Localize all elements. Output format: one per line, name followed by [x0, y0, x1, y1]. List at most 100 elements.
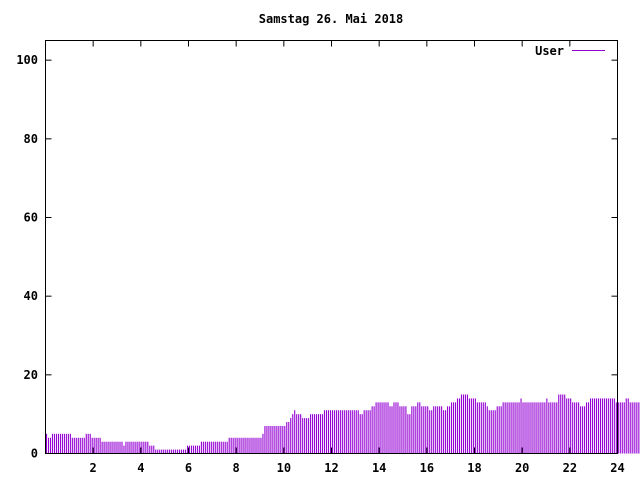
bar: [149, 445, 151, 454]
bar: [141, 441, 143, 454]
bar: [631, 402, 633, 454]
bar: [127, 441, 129, 454]
bar: [540, 402, 542, 454]
bar: [580, 406, 582, 454]
bar: [454, 402, 457, 454]
bar: [490, 410, 492, 454]
y-tick-label: 60: [24, 211, 38, 225]
bar: [113, 441, 115, 454]
bar: [522, 402, 524, 454]
bar: [516, 402, 518, 454]
bar: [462, 394, 465, 454]
bar: [222, 441, 224, 454]
bar: [135, 441, 137, 454]
bar: [514, 402, 516, 454]
bar: [300, 414, 302, 454]
bar: [335, 410, 337, 454]
bar: [218, 441, 220, 454]
bar: [603, 398, 605, 454]
bar: [111, 441, 113, 454]
bar: [77, 437, 79, 454]
bar: [258, 437, 260, 454]
bar: [321, 414, 324, 454]
bar: [393, 402, 395, 454]
x-tick-label: 22: [563, 461, 577, 475]
bar: [226, 441, 228, 454]
bar: [292, 414, 294, 454]
bar: [53, 433, 56, 454]
bar: [107, 441, 109, 454]
bar: [498, 406, 500, 454]
bar: [246, 437, 248, 454]
bar: [93, 437, 95, 454]
bar: [470, 398, 472, 454]
y-tick-label: 40: [24, 289, 38, 303]
x-tick-label: 20: [515, 461, 529, 475]
bar: [405, 406, 407, 454]
bar: [576, 402, 578, 454]
bar: [427, 406, 429, 454]
bar: [57, 433, 59, 454]
bar: [538, 402, 540, 454]
bar: [129, 441, 131, 454]
bar: [89, 433, 91, 454]
bar: [49, 437, 52, 454]
bar: [347, 410, 349, 454]
bar: [298, 414, 300, 454]
bar: [238, 437, 240, 454]
bar: [165, 449, 167, 454]
bar: [173, 449, 175, 454]
bar: [599, 398, 601, 454]
bar: [333, 410, 335, 454]
bar: [109, 441, 111, 454]
bar: [75, 437, 77, 454]
x-tick-label: 2: [90, 461, 97, 475]
bar: [278, 425, 280, 454]
bar: [474, 398, 476, 454]
bar: [359, 414, 361, 454]
bar: [615, 402, 617, 454]
bar: [204, 441, 206, 454]
bar: [441, 406, 443, 454]
bar: [617, 402, 619, 454]
bar: [244, 437, 246, 454]
bar: [506, 402, 508, 454]
bar: [131, 441, 133, 454]
bar: [55, 433, 58, 454]
bar: [182, 449, 185, 454]
bar: [175, 449, 177, 454]
bar: [194, 445, 196, 454]
bar: [280, 425, 282, 454]
bar: [252, 437, 254, 454]
bar: [518, 402, 520, 454]
bar: [171, 449, 173, 454]
bar: [123, 445, 125, 454]
bar: [119, 441, 121, 454]
x-tick-label: 12: [324, 461, 338, 475]
bar: [425, 406, 427, 454]
bar: [556, 402, 558, 454]
bar: [294, 410, 296, 454]
bar: [272, 425, 274, 454]
bar: [159, 449, 161, 454]
bar: [296, 414, 298, 454]
bar: [232, 437, 234, 454]
bar: [562, 394, 564, 454]
bar: [520, 398, 522, 454]
bar: [325, 410, 328, 454]
bar: [230, 437, 232, 454]
bar: [500, 406, 502, 454]
bar: [101, 441, 103, 454]
bar: [558, 394, 560, 454]
bar: [314, 414, 316, 454]
bar: [262, 433, 264, 454]
bar: [451, 402, 453, 454]
bar: [570, 398, 572, 454]
bar: [472, 398, 474, 454]
bar: [633, 402, 635, 454]
bar: [532, 402, 534, 454]
bar: [220, 441, 222, 454]
bar: [349, 410, 351, 454]
bar: [568, 398, 570, 454]
bar: [488, 410, 490, 454]
